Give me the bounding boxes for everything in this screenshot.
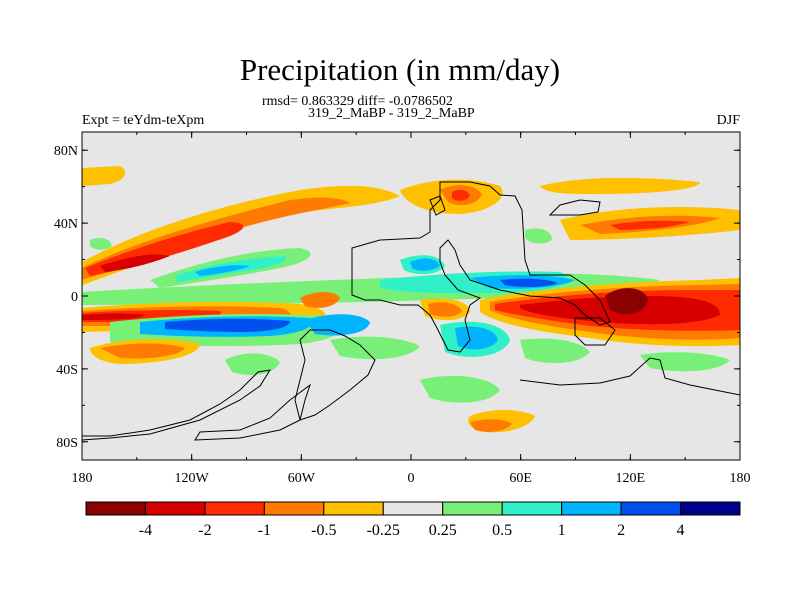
axis-tick-labels: 80N 40N 0 40S 80S 180 120W 60W 0 60E 120E 180 — [54, 144, 751, 486]
colorbar-label: 4 — [677, 522, 685, 539]
negative-anomaly-patch — [330, 336, 420, 360]
lat-tick-label: 40N — [54, 217, 78, 232]
lon-tick-label: 60W — [288, 471, 316, 486]
colorbar-label: -1 — [258, 522, 271, 539]
colorbar-swatch — [263, 501, 325, 516]
colorbar-label: -2 — [198, 522, 211, 539]
lon-tick-label: 120E — [616, 471, 646, 486]
colorbar-label: 2 — [617, 522, 625, 539]
experiment-name: 319_2_MaBP - 319_2_MaBP — [308, 106, 475, 121]
anomaly-patch — [452, 189, 470, 201]
negative-anomaly-patch — [525, 228, 552, 244]
anomaly-patch — [82, 166, 126, 186]
colorbar-label: -0.25 — [367, 522, 400, 539]
coastlines — [82, 181, 740, 441]
negative-anomaly-patch — [225, 353, 280, 375]
anomaly-patch — [428, 302, 462, 317]
colorbar — [85, 501, 741, 516]
colorbar-swatch — [620, 501, 682, 516]
colorbar-label: -0.5 — [311, 522, 336, 539]
anomaly-patch — [100, 343, 185, 359]
positive-anomaly-core — [82, 313, 145, 320]
colorbar-label: -4 — [139, 522, 152, 539]
max-anomaly-core — [605, 288, 648, 315]
anomaly-core — [610, 220, 690, 230]
expt-label: Expt = teYdm-teXpm — [82, 113, 205, 128]
eurasia-africa-outline — [351, 181, 611, 353]
southern-continent-outline — [82, 369, 272, 441]
colorbar-swatch — [680, 501, 741, 516]
precipitation-field — [82, 166, 740, 433]
island-outline — [429, 195, 446, 216]
colorbar-swatch — [501, 501, 563, 516]
colorbar-label: 0.25 — [429, 522, 457, 539]
plot-title: Precipitation (in mm/day) — [239, 52, 561, 87]
negative-anomaly-patch — [420, 375, 500, 403]
kamchatka-outline — [548, 199, 601, 216]
anomaly-patch — [540, 177, 700, 194]
colorbar-swatch — [85, 501, 146, 516]
colorbar-swatch — [382, 501, 444, 516]
negative-anomaly-core — [500, 278, 558, 288]
negative-anomaly-patch — [410, 258, 440, 271]
axis-ticks — [81, 132, 741, 460]
anomaly-patch — [300, 292, 340, 308]
negative-anomaly-core — [165, 318, 290, 332]
colorbar-swatch — [204, 501, 265, 516]
negative-anomaly-patch — [640, 352, 730, 372]
colorbar-swatch — [442, 501, 503, 516]
negative-anomaly-patch — [455, 326, 498, 350]
lon-tick-label: 180 — [72, 471, 93, 486]
negative-anomaly-patch — [520, 338, 590, 364]
colorbar-label: 1 — [558, 522, 566, 539]
lon-tick-label: 0 — [408, 471, 415, 486]
maritime-continent-outline — [574, 317, 616, 346]
anomaly-band — [82, 197, 350, 280]
negative-anomaly-core — [195, 265, 250, 276]
southern-peninsula-outline — [194, 383, 311, 441]
lat-tick-label: 80S — [56, 436, 78, 451]
negative-anomaly-patch — [90, 238, 112, 250]
south-america-outline — [294, 329, 376, 421]
colorbar-label: 0.5 — [492, 522, 512, 539]
season-label: DJF — [716, 113, 740, 128]
colorbar-swatch — [561, 501, 622, 516]
lat-tick-label: 0 — [71, 290, 78, 305]
lon-tick-label: 60E — [509, 471, 532, 486]
positive-anomaly-band — [82, 185, 400, 285]
lon-tick-label: 120W — [175, 471, 210, 486]
lat-tick-label: 40S — [56, 363, 78, 378]
colorbar-labels: -4 -2 -1 -0.5 -0.25 0.25 0.5 1 2 4 — [139, 522, 685, 539]
lat-tick-label: 80N — [54, 144, 78, 159]
colorbar-swatch — [144, 501, 206, 516]
anomaly-patch — [470, 419, 512, 432]
stats-label: rmsd= 0.863329 diff= -0.0786502 — [262, 94, 453, 109]
antarctic-margin-outline — [519, 357, 740, 396]
colorbar-swatch — [323, 501, 384, 516]
anomaly-core — [100, 254, 170, 272]
lon-tick-label: 180 — [730, 471, 751, 486]
